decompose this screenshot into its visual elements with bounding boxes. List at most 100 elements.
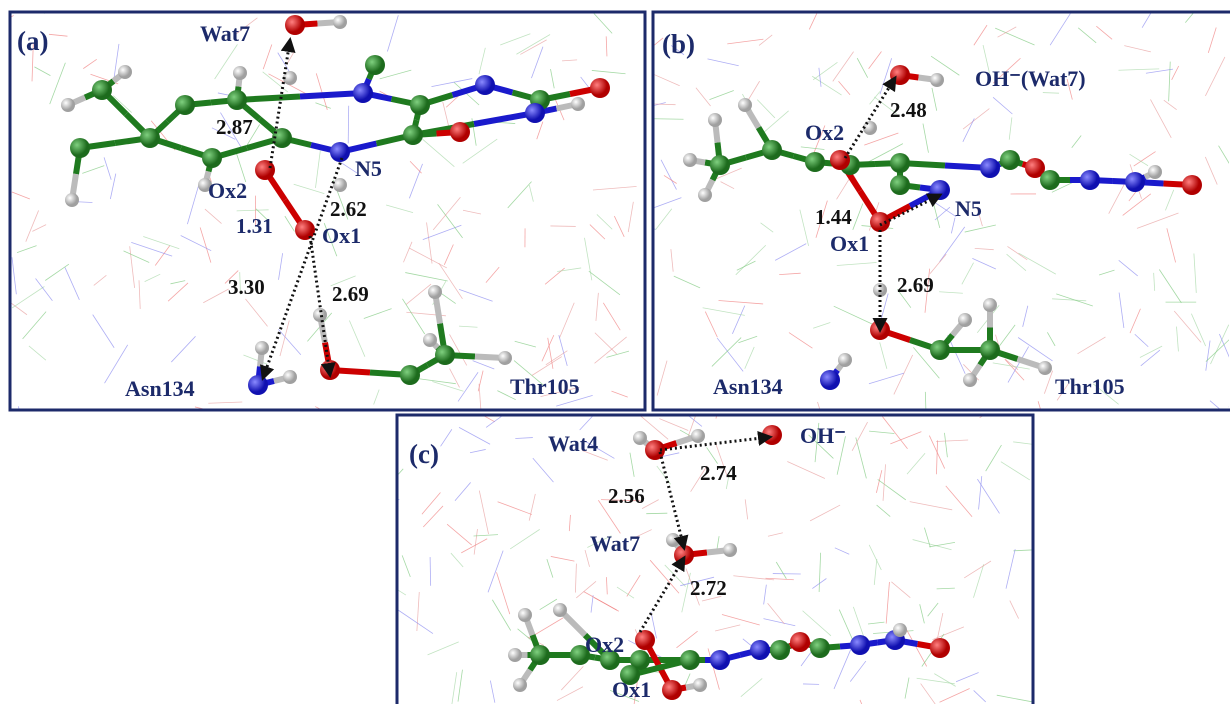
- wire: [813, 62, 837, 80]
- wire: [417, 592, 419, 631]
- wire: [839, 81, 851, 94]
- wire: [853, 204, 863, 230]
- wire: [65, 267, 79, 299]
- wire: [316, 73, 327, 110]
- wire: [45, 264, 69, 280]
- wire: [1210, 325, 1228, 364]
- wire: [479, 491, 488, 534]
- wire: [664, 175, 677, 183]
- wire: [907, 453, 925, 474]
- atom: [980, 340, 1000, 360]
- wire: [813, 322, 830, 328]
- distance-label: 1.44: [815, 205, 852, 229]
- wire: [428, 642, 459, 655]
- wire: [1130, 309, 1140, 333]
- wire: [732, 306, 744, 334]
- wire: [557, 268, 581, 272]
- wire: [603, 303, 620, 330]
- wire: [963, 118, 974, 141]
- wire: [110, 174, 115, 199]
- atom: [662, 680, 682, 700]
- wire: [508, 182, 532, 208]
- wire: [315, 151, 320, 188]
- wire: [181, 236, 211, 251]
- atom: [233, 66, 247, 80]
- wire: [1119, 260, 1138, 276]
- wire: [155, 245, 170, 265]
- wire: [93, 315, 114, 348]
- wire: [944, 433, 947, 457]
- atom: [403, 125, 423, 145]
- wire: [208, 402, 242, 403]
- wire: [928, 603, 938, 616]
- wire: [383, 469, 403, 491]
- wire: [597, 214, 612, 229]
- wire: [696, 88, 711, 106]
- atom: [283, 370, 297, 384]
- wire: [403, 242, 412, 262]
- wire: [787, 462, 825, 479]
- wire: [880, 58, 892, 94]
- wire: [516, 34, 550, 54]
- wire: [1137, 213, 1179, 228]
- atom-label: Thr105: [510, 374, 580, 399]
- atom: [930, 340, 950, 360]
- atom: [248, 375, 268, 395]
- wire: [1018, 338, 1052, 361]
- wire: [630, 453, 634, 477]
- wire: [1167, 228, 1176, 262]
- atom: [435, 345, 455, 365]
- wire: [972, 258, 995, 269]
- wire: [589, 271, 620, 295]
- wire: [886, 582, 889, 624]
- wire: [712, 338, 741, 367]
- distance-label: 2.74: [700, 461, 737, 485]
- panel-label: (a): [17, 26, 48, 56]
- wire: [1078, 337, 1106, 354]
- wire: [315, 103, 330, 109]
- atom-label: Ox1: [612, 677, 651, 702]
- atom: [140, 128, 160, 148]
- atom-label: Wat7: [200, 21, 250, 46]
- wire: [923, 124, 928, 153]
- wire: [245, 299, 267, 327]
- wire: [963, 109, 989, 129]
- atom-label: Asn134: [125, 376, 195, 401]
- wire: [387, 15, 398, 51]
- wire: [515, 438, 533, 439]
- atom: [762, 425, 782, 445]
- wire: [497, 572, 510, 614]
- wire: [880, 342, 887, 368]
- wire: [594, 598, 619, 612]
- wire: [459, 289, 493, 301]
- atom: [518, 608, 532, 622]
- wire: [474, 529, 477, 554]
- wire: [510, 529, 540, 549]
- atom: [400, 365, 420, 385]
- wire: [659, 419, 688, 431]
- distance-line: [270, 40, 290, 168]
- wire: [349, 321, 365, 357]
- wire: [956, 673, 979, 682]
- atom-label: Ox1: [830, 231, 869, 256]
- wire: [562, 60, 577, 61]
- atom: [710, 155, 730, 175]
- figure: (a) Wat7 Ox2 N5 Ox1 Asn134 Thr105 2.87 1…: [0, 0, 1230, 704]
- wire: [490, 681, 495, 703]
- atom: [820, 370, 840, 390]
- wire: [974, 690, 986, 702]
- atom: [295, 220, 315, 240]
- wire: [803, 611, 831, 636]
- wire: [77, 202, 92, 203]
- wire: [500, 34, 530, 45]
- wire: [447, 524, 472, 545]
- wire: [757, 100, 775, 118]
- wire: [939, 292, 963, 293]
- wire: [1119, 293, 1124, 328]
- wire: [315, 407, 339, 419]
- wire: [628, 202, 633, 232]
- wire: [1109, 180, 1127, 214]
- wire: [937, 588, 955, 589]
- wire: [1078, 28, 1096, 43]
- wire: [104, 157, 111, 179]
